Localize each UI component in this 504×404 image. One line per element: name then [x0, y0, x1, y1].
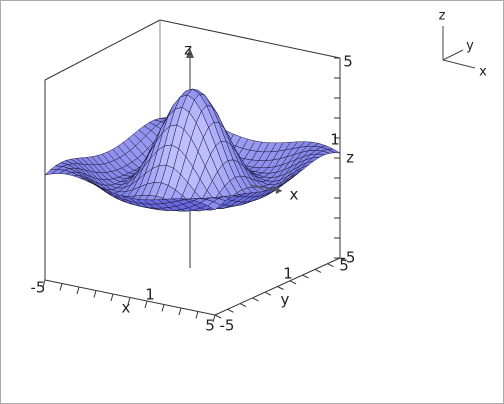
z-side-label: z — [346, 149, 354, 167]
x-tick — [59, 283, 63, 291]
x-tick — [144, 300, 148, 309]
z-axis-label: z — [184, 41, 192, 59]
y-tick — [327, 263, 334, 268]
z-max: 5 — [343, 53, 353, 71]
x-min: -5 — [31, 279, 46, 297]
y-one: 1 — [283, 265, 293, 283]
y-tick — [339, 257, 347, 262]
x-arrow — [275, 186, 282, 194]
y-tick — [239, 303, 247, 308]
y-tick — [289, 280, 297, 285]
z-min: -5 — [341, 249, 356, 267]
z-one: 1 — [330, 131, 340, 149]
y-tick — [227, 308, 234, 313]
y-tick — [277, 286, 284, 290]
z-arrow — [186, 48, 194, 58]
x-tick — [127, 297, 131, 305]
x-label: x — [122, 299, 131, 317]
x-one: 1 — [145, 286, 155, 304]
y-tick — [264, 291, 272, 296]
y-tick — [214, 314, 222, 319]
gizmo-x: x — [479, 65, 487, 80]
gizmo-z: z — [439, 9, 446, 24]
x-tick — [93, 290, 97, 298]
y-tick — [252, 297, 259, 302]
box-ticks — [42, 57, 347, 323]
surface — [44, 88, 341, 212]
y-min: -5 — [220, 317, 235, 335]
x-tick — [212, 314, 216, 323]
x-tick — [195, 311, 199, 319]
orientation-gizmo — [442, 26, 476, 69]
x-tick — [110, 293, 114, 302]
gizmo-y: y — [466, 39, 474, 54]
x-max: 5 — [205, 317, 215, 335]
y-tick — [314, 268, 322, 273]
x-tick — [161, 304, 165, 312]
surface-patch — [207, 201, 221, 211]
x-tick — [178, 307, 182, 316]
y-max: 5 — [339, 257, 349, 275]
x-axis-label: x — [290, 186, 299, 204]
x-tick — [42, 279, 46, 288]
y-tick — [302, 274, 309, 279]
x-tick — [76, 286, 80, 295]
y-label: y — [281, 291, 290, 309]
